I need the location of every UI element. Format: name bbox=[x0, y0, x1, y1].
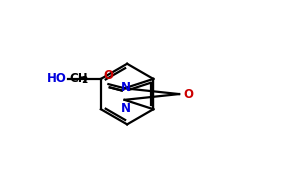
Text: N: N bbox=[120, 81, 130, 94]
Text: 2: 2 bbox=[81, 76, 88, 85]
Text: N: N bbox=[120, 102, 130, 115]
Text: HO: HO bbox=[47, 72, 67, 85]
Text: O: O bbox=[184, 88, 194, 101]
Text: CH: CH bbox=[69, 72, 88, 85]
Text: O: O bbox=[103, 69, 113, 82]
